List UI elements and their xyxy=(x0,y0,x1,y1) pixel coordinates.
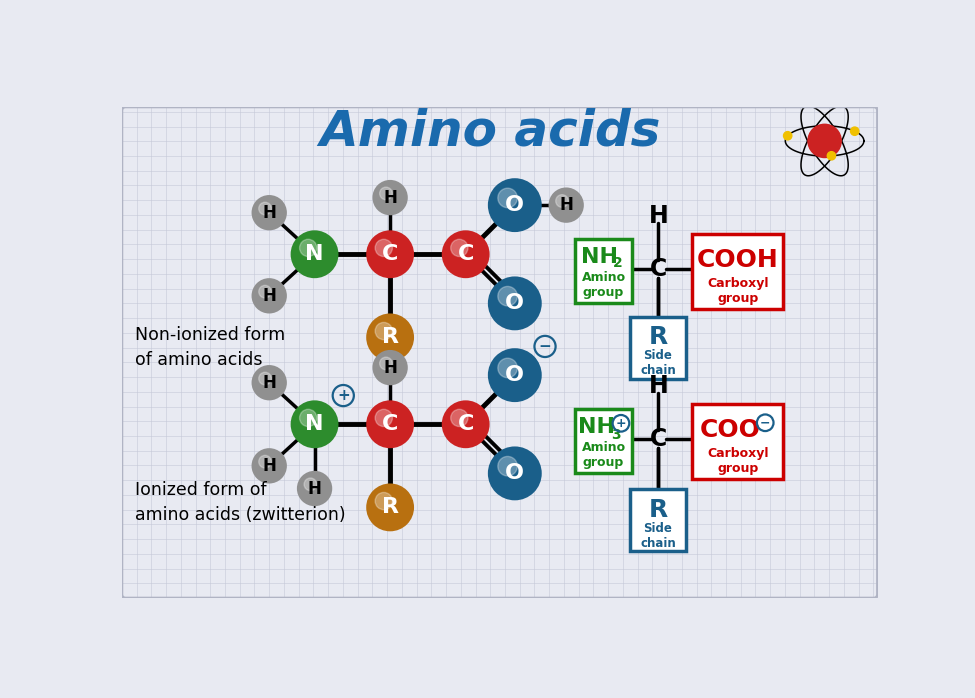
Circle shape xyxy=(299,409,317,426)
Circle shape xyxy=(450,409,468,426)
Text: C: C xyxy=(382,415,399,434)
Text: R: R xyxy=(381,498,399,517)
Circle shape xyxy=(550,188,583,222)
Text: C: C xyxy=(457,244,474,265)
Circle shape xyxy=(375,239,392,257)
Circle shape xyxy=(375,409,392,426)
Text: R: R xyxy=(648,498,668,521)
Circle shape xyxy=(450,239,468,257)
Circle shape xyxy=(373,181,407,214)
Text: H: H xyxy=(308,480,322,498)
Text: O: O xyxy=(505,195,525,215)
Text: H: H xyxy=(383,188,397,207)
Text: COOH: COOH xyxy=(697,248,779,272)
Circle shape xyxy=(827,151,836,160)
Circle shape xyxy=(368,232,412,277)
Text: Side
chain: Side chain xyxy=(641,350,676,378)
Circle shape xyxy=(373,351,407,384)
Circle shape xyxy=(258,455,271,468)
Circle shape xyxy=(443,232,488,277)
Text: Non-ionized form
of amino acids: Non-ionized form of amino acids xyxy=(136,326,286,369)
Circle shape xyxy=(498,188,518,208)
Circle shape xyxy=(850,127,859,135)
Text: H: H xyxy=(560,196,573,214)
Circle shape xyxy=(808,124,841,158)
Text: C: C xyxy=(649,427,667,452)
FancyBboxPatch shape xyxy=(630,317,686,379)
Circle shape xyxy=(489,278,540,329)
Circle shape xyxy=(258,202,271,215)
Text: N: N xyxy=(305,415,324,434)
Text: H: H xyxy=(383,359,397,377)
Text: O: O xyxy=(505,365,525,385)
Text: H: H xyxy=(262,373,276,392)
Circle shape xyxy=(292,232,337,277)
FancyBboxPatch shape xyxy=(630,489,686,551)
Circle shape xyxy=(489,350,540,401)
Text: H: H xyxy=(262,456,276,475)
Circle shape xyxy=(489,179,540,231)
Circle shape xyxy=(292,401,337,447)
Text: Ionized form of
amino acids (zwitterion): Ionized form of amino acids (zwitterion) xyxy=(136,481,346,524)
Text: NH: NH xyxy=(578,417,615,437)
Text: R: R xyxy=(381,327,399,348)
Circle shape xyxy=(498,456,518,476)
Circle shape xyxy=(556,195,568,207)
Circle shape xyxy=(258,372,271,385)
Circle shape xyxy=(253,196,286,230)
Text: Side
chain: Side chain xyxy=(641,521,676,550)
Text: +: + xyxy=(337,388,350,403)
Text: −: − xyxy=(538,339,552,354)
Circle shape xyxy=(253,450,286,482)
Circle shape xyxy=(304,478,317,491)
Circle shape xyxy=(253,366,286,399)
FancyBboxPatch shape xyxy=(575,409,632,473)
Text: H: H xyxy=(648,375,668,399)
Text: R: R xyxy=(648,325,668,350)
Circle shape xyxy=(258,285,271,298)
FancyBboxPatch shape xyxy=(692,234,783,309)
Circle shape xyxy=(379,187,392,200)
Circle shape xyxy=(375,492,392,510)
FancyBboxPatch shape xyxy=(692,404,783,480)
Circle shape xyxy=(368,315,412,360)
Text: +: + xyxy=(615,417,626,430)
Circle shape xyxy=(498,286,518,306)
Text: 3: 3 xyxy=(610,428,620,442)
FancyBboxPatch shape xyxy=(575,239,632,304)
Text: −: − xyxy=(760,416,770,429)
Text: H: H xyxy=(262,204,276,222)
Circle shape xyxy=(443,401,488,447)
Text: Amino
group: Amino group xyxy=(581,441,626,470)
Circle shape xyxy=(375,322,392,340)
Text: C: C xyxy=(457,415,474,434)
Circle shape xyxy=(253,279,286,313)
Text: Carboxyl
group: Carboxyl group xyxy=(707,447,768,475)
Text: Amino
group: Amino group xyxy=(581,272,626,299)
Text: C: C xyxy=(382,244,399,265)
Text: Carboxyl
group: Carboxyl group xyxy=(707,276,768,304)
Text: NH: NH xyxy=(580,247,617,267)
Circle shape xyxy=(299,239,317,257)
Text: Amino acids: Amino acids xyxy=(319,107,660,155)
Circle shape xyxy=(368,401,412,447)
Text: 2: 2 xyxy=(613,256,623,270)
Circle shape xyxy=(368,484,412,530)
Circle shape xyxy=(784,132,792,140)
Text: O: O xyxy=(505,463,525,484)
Circle shape xyxy=(298,472,332,505)
Circle shape xyxy=(498,358,518,378)
Circle shape xyxy=(489,447,540,499)
Text: N: N xyxy=(305,244,324,265)
Circle shape xyxy=(379,357,392,370)
Text: H: H xyxy=(648,205,668,228)
Text: H: H xyxy=(262,287,276,305)
Text: O: O xyxy=(505,293,525,313)
Text: COO: COO xyxy=(700,418,760,443)
Text: C: C xyxy=(649,258,667,281)
